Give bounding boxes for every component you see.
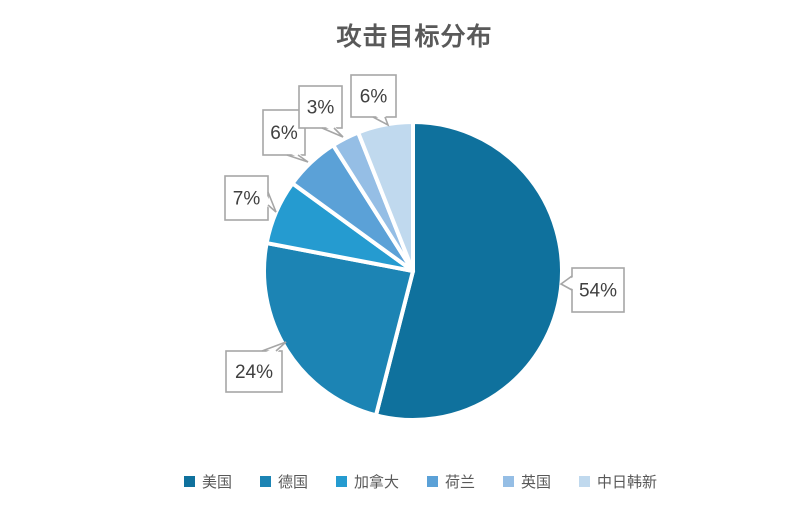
data-label-text: 6%: [270, 123, 298, 144]
data-label-text: 6%: [360, 87, 388, 108]
data-label-callout-cjks: 6%: [350, 74, 397, 127]
legend-swatch-icon: [579, 476, 591, 487]
legend-item-cjks: 中日韩新: [579, 471, 657, 492]
legend-label: 美国: [201, 474, 232, 491]
data-label-callout-uk: 3%: [298, 85, 344, 138]
data-label-text: 54%: [579, 281, 617, 302]
legend-item-netherlands: 荷兰: [427, 471, 475, 492]
legend-item-usa: 美国: [183, 471, 232, 492]
legend-swatch-icon: [335, 476, 347, 487]
legend-swatch-icon: [183, 476, 195, 487]
data-label-callout-canada: 7%: [224, 175, 277, 221]
legend-item-canada: 加拿大: [335, 471, 399, 492]
legend-label: 英国: [521, 474, 552, 491]
legend: 美国 德国 加拿大 荷兰 英国 中日韩新: [0, 471, 799, 492]
legend-label: 中日韩新: [597, 474, 658, 491]
pie-slice-cjks: [356, 120, 415, 273]
data-label-text: 7%: [233, 189, 261, 210]
legend-label: 荷兰: [445, 474, 476, 491]
data-label-callout-germany: 24%: [225, 341, 287, 393]
legend-item-germany: 德国: [259, 471, 308, 492]
legend-swatch-icon: [503, 476, 515, 487]
data-label-callout-usa: 54%: [559, 267, 625, 313]
pie-slice-germany: [262, 241, 415, 418]
data-label-text: 24%: [235, 362, 273, 383]
legend-item-uk: 英国: [503, 471, 551, 492]
legend-swatch-icon: [259, 476, 271, 487]
legend-label: 德国: [277, 474, 308, 491]
pie-slice-usa: [373, 120, 564, 422]
data-label-callout-netherlands: 6%: [262, 109, 309, 163]
legend-label: 加拿大: [353, 474, 399, 491]
data-label-text: 3%: [307, 98, 335, 119]
legend-swatch-icon: [427, 476, 438, 487]
chart-title: 攻击目标分布: [336, 23, 493, 51]
